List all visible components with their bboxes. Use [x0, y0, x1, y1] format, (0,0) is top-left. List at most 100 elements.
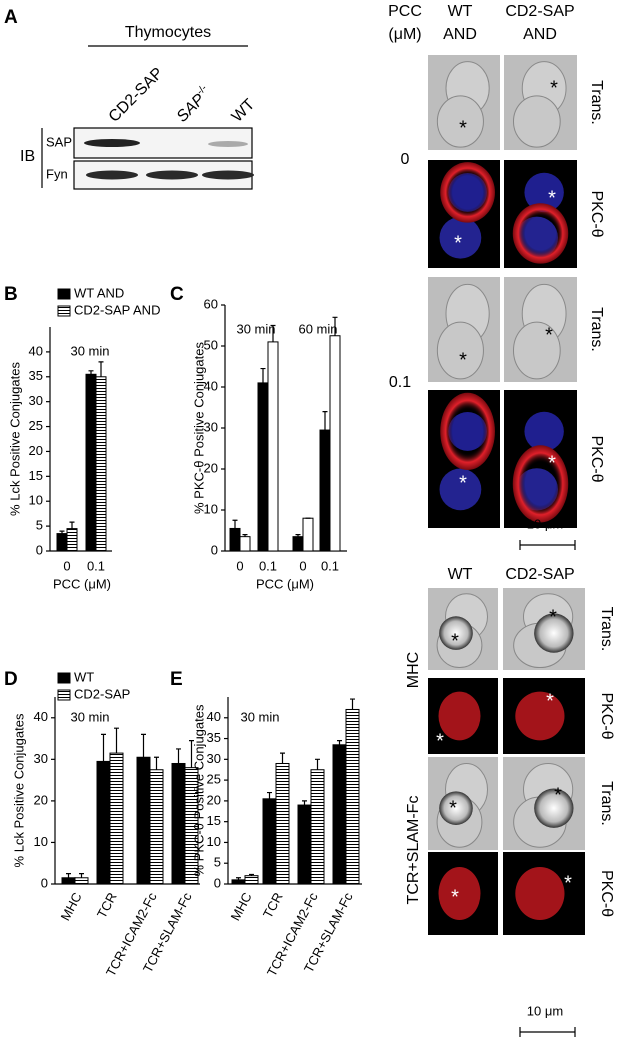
error-bar: [114, 727, 119, 754]
header-label: (μM): [388, 26, 421, 43]
bar: [302, 517, 314, 552]
bar: [257, 382, 269, 552]
bead: [534, 788, 574, 828]
y-tick-label: 25: [207, 772, 221, 787]
x-tick-label: MHC: [228, 890, 255, 923]
nucleus: [439, 216, 482, 259]
y-tick-label: 20: [204, 460, 218, 475]
row-label: MHC: [405, 652, 422, 688]
cell: [512, 321, 561, 380]
row-label: TCR+SLAM-Fc: [405, 796, 422, 905]
y-axis-label: % Lck Positive Conjugates: [11, 713, 26, 867]
y-tick-label: 5: [36, 518, 43, 533]
error-bar: [295, 534, 301, 537]
y-tick-label: 30: [34, 751, 48, 766]
blot-row-label: SAP: [46, 134, 72, 149]
y-tick-label: 40: [207, 709, 221, 724]
nucleus: [524, 411, 564, 452]
error-bar: [302, 800, 307, 806]
error-bar: [101, 733, 106, 762]
lane-label-text: SAP: [174, 91, 209, 126]
row-label: 0: [401, 151, 410, 168]
y-tick-label: 60: [204, 296, 218, 311]
scale-label: 10 μm: [527, 516, 563, 531]
bar: [262, 798, 277, 885]
bar: [56, 533, 68, 552]
bar: [229, 527, 241, 552]
marker: *: [564, 872, 572, 894]
legend-swatch: [57, 689, 71, 701]
y-tick-label: 0: [214, 875, 221, 890]
marker: *: [459, 117, 467, 139]
lane-label: WT: [229, 96, 259, 126]
error-bar: [176, 748, 181, 764]
error-bar: [315, 758, 320, 770]
y-tick-label: 15: [29, 468, 43, 483]
bar: [85, 373, 97, 552]
marker: *: [548, 187, 556, 209]
marker: *: [459, 349, 467, 371]
bar: [61, 877, 76, 885]
bar: [136, 756, 151, 885]
marker: *: [451, 886, 459, 908]
bar: [310, 769, 325, 885]
panel-label: A: [4, 7, 18, 28]
y-tick-label: 0: [36, 542, 43, 557]
marker: *: [549, 606, 557, 628]
lane-label-text: CD2-SAP: [106, 65, 167, 126]
bar: [149, 769, 164, 885]
channel-label: PKC-θ: [588, 190, 605, 237]
column-label: AND: [523, 26, 557, 43]
x-tick-label: 0.1: [259, 558, 277, 573]
y-tick-label: 35: [207, 730, 221, 745]
error-bar: [98, 361, 104, 377]
error-bar: [249, 873, 254, 876]
error-bar: [270, 324, 276, 342]
marker: *: [459, 472, 467, 494]
y-tick-label: 20: [207, 792, 221, 807]
error-bar: [236, 877, 241, 880]
error-bar: [59, 530, 65, 534]
error-bar: [232, 519, 238, 529]
y-tick-label: 10: [34, 834, 48, 849]
marker: *: [554, 784, 562, 806]
x-tick-label: 0: [299, 558, 306, 573]
blot-row-label: Fyn: [46, 166, 68, 181]
bar: [297, 804, 312, 885]
y-tick-label: 0: [41, 875, 48, 890]
column-label: CD2-SAP: [505, 3, 574, 20]
bar: [66, 528, 78, 552]
column-label: AND: [443, 26, 477, 43]
column-label: WT: [448, 3, 473, 20]
bar: [171, 762, 186, 885]
y-tick-label: 35: [29, 368, 43, 383]
x-tick-label: 0: [236, 558, 243, 573]
x-tick-label: 0: [63, 558, 70, 573]
nucleus: [439, 468, 482, 511]
error-bar: [350, 698, 355, 710]
legend-label: CD2-SAP: [74, 686, 130, 701]
legend-label: WT: [74, 669, 94, 684]
legend-swatch: [57, 672, 71, 684]
band: [146, 170, 198, 180]
x-tick-label: MHC: [58, 890, 85, 923]
channel-label: Trans.: [588, 307, 605, 352]
error-bar: [337, 740, 342, 745]
x-axis-label: PCC (μM): [256, 576, 314, 591]
bar: [109, 752, 124, 885]
column-label: WT: [448, 566, 473, 583]
y-tick-label: 5: [214, 855, 221, 870]
annotation: 30 min: [240, 709, 279, 724]
pkc-stain: [515, 866, 565, 921]
error-bar: [322, 411, 328, 431]
annotation: 30 min: [70, 709, 109, 724]
blot-method: IB: [20, 148, 35, 165]
error-bar: [66, 873, 71, 878]
y-tick-label: 30: [29, 393, 43, 408]
panel-label: C: [170, 284, 184, 305]
marker: *: [545, 324, 553, 346]
scale-bar: [519, 540, 576, 550]
header-label: PCC: [388, 3, 422, 20]
x-tick-label: 0.1: [321, 558, 339, 573]
